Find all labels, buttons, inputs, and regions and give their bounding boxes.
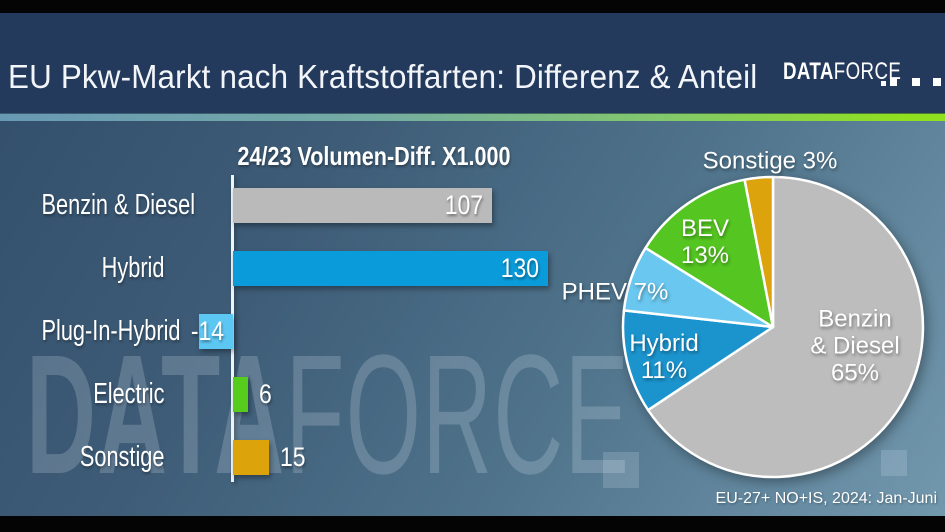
bar-value-label-electric: 6 — [259, 379, 272, 409]
chart-canvas: DATAFORCE 24/23 Volumen-Diff. X1.000 Ben… — [0, 121, 945, 516]
dataforce-watermark: DATAFORCE — [26, 330, 630, 500]
logo-pixel-icon — [933, 78, 941, 86]
bar-category-label-hybrid: Hybrid — [101, 252, 165, 284]
bar-segment-plug-in-hybrid — [199, 314, 233, 349]
pie-label-line: BEV — [680, 215, 730, 242]
logo-bold-part: DATA — [783, 58, 834, 85]
pie-slice-bev — [644, 178, 775, 329]
pie-chart-svg — [621, 175, 925, 479]
pie-label-line: Hybrid — [629, 330, 699, 357]
pie-label-line: Sonstige 3% — [702, 147, 838, 175]
bar-value-label-sonstige: 15 — [280, 442, 306, 472]
bar-segment-electric — [233, 377, 248, 412]
slide-header: EU Pkw-Markt nach Kraftstoffarten: Diffe… — [0, 13, 945, 113]
bar-value-label-benzin-diesel: 107 — [444, 190, 483, 220]
pie-label-line: PHEV 7% — [561, 278, 669, 306]
pie-label-line: 65% — [830, 359, 880, 387]
bar-category-label-electric: Electric — [93, 378, 165, 410]
bar-category-label-sonstige: Sonstige — [79, 441, 165, 473]
pie-label-phev: PHEV 7% — [562, 279, 669, 306]
dataforce-logo: DATAFORCE — [0, 13, 945, 113]
pie-label-benzin-diesel: Benzin & Diesel 65% — [810, 306, 899, 387]
logo-pixel-icon — [912, 78, 920, 86]
volume-diff-bar-chart: 24/23 Volumen-Diff. X1.000 Benzin & Dies… — [0, 121, 945, 516]
page-title: EU Pkw-Markt nach Kraftstoffarten: Diffe… — [8, 58, 758, 95]
logo-pixel-icon — [890, 79, 897, 86]
dataforce-logo-text: DATAFORCE — [783, 60, 901, 84]
fuel-share-pie-chart: Benzin & Diesel 65% Hybrid 11% PHEV 7% BEV 13% S… — [0, 121, 945, 516]
pie-label-bev: BEV 13% — [681, 215, 729, 269]
logo-light-part: FORCE — [833, 58, 902, 85]
pie-label-sonstige: Sonstige 3% — [703, 148, 838, 175]
header-divider-line — [0, 113, 945, 121]
logo-pixel-icon — [881, 81, 886, 86]
pie-label-line: 11% — [640, 357, 688, 384]
scope-footnote: EU-27+ NO+IS, 2024: Jan-Juni — [715, 490, 937, 507]
watermark-pixel-icon — [603, 452, 639, 488]
bar-chart-title: 24/23 Volumen-Diff. X1.000 — [237, 141, 511, 171]
bar-segment-benzin-diesel — [233, 188, 492, 223]
watermark-pixel-icon — [881, 450, 907, 476]
pie-label-line: 13% — [680, 242, 730, 269]
watermark-light-part: FORCE — [285, 320, 631, 510]
bar-category-label-plug-in-hybrid: Plug-In-Hybrid — [41, 315, 181, 347]
bar-value-label-hybrid: 130 — [500, 253, 539, 283]
pie-label-line: & Diesel — [810, 332, 900, 360]
bar-value-label-plug-in-hybrid: -14 — [190, 316, 224, 346]
pie-label-line: Benzin — [818, 305, 892, 333]
pie-label-hybrid: Hybrid 11% — [629, 330, 698, 384]
pie-slice-benzin-diesel — [646, 175, 925, 479]
pie-slice-hybrid — [621, 309, 775, 412]
bar-segment-hybrid — [233, 251, 548, 286]
bar-segment-sonstige — [233, 440, 269, 475]
pie-slice-sonstige — [743, 175, 775, 329]
